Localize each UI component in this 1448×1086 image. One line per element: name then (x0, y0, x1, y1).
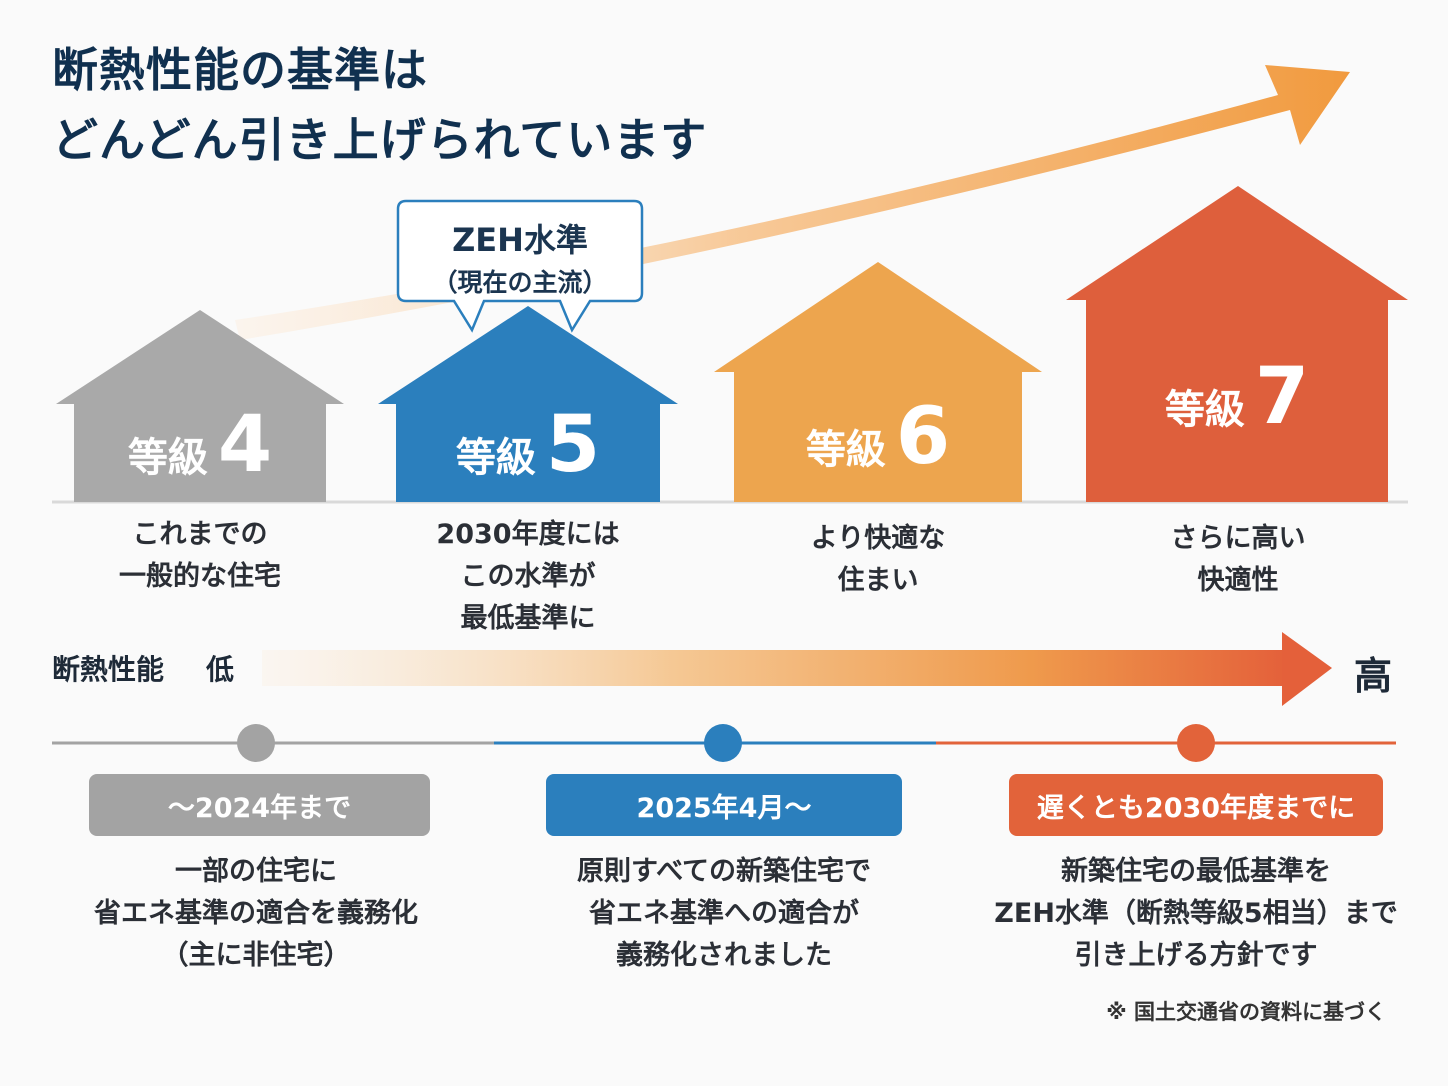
house-grade-6 (714, 262, 1042, 502)
page-title-line-1: 断熱性能の基準は (52, 43, 428, 97)
description-line: 原則すべての新築住宅で (576, 856, 872, 887)
house-grade-5 (378, 306, 678, 502)
scale-arrow (262, 632, 1332, 706)
scale-low: 低 (206, 653, 235, 686)
grade-word: 等級 (127, 435, 208, 481)
callout-bubble-shape (396, 199, 644, 333)
period-1-description: 一部の住宅に 省エネ基準の適合を義務化 （主に非住宅） (56, 851, 456, 977)
grade-4-label: 等級 4 (74, 400, 326, 490)
grade-5-label: 等級 5 (396, 400, 660, 490)
period-pill-until-2024: 〜2024年まで (89, 774, 430, 836)
house-grade-7 (1066, 186, 1408, 502)
description-line: 快適性 (1197, 565, 1279, 596)
timeline-dot-2 (704, 724, 742, 762)
grade-7-label: 等級 7 (1086, 352, 1388, 442)
grade-6-label: 等級 6 (734, 392, 1022, 482)
description-line: これまでの (132, 519, 268, 550)
grade-4-description: これまでの 一般的な住宅 (60, 514, 340, 598)
description-line: （主に非住宅） (161, 940, 351, 971)
grade-number: 5 (545, 400, 601, 490)
grade-6-description: より快適な 住まい (738, 518, 1018, 602)
description-line: 引き上げる方針です (1074, 940, 1318, 971)
grade-word: 等級 (455, 435, 536, 481)
grade-number: 6 (895, 392, 951, 482)
description-line: 省エネ基準への適合が (589, 898, 859, 929)
scale-high: 高 (1354, 654, 1393, 698)
grade-number: 4 (217, 400, 273, 490)
grade-number: 7 (1254, 352, 1310, 442)
period-pill-by-2030: 遅くとも2030年度までに (1009, 774, 1383, 836)
description-line: 義務化されました (616, 940, 832, 971)
source-note: ※ 国土交通省の資料に基づく (1106, 1000, 1386, 1024)
zeh-callout-title: ZEH水準 (452, 221, 588, 259)
grade-word: 等級 (805, 427, 886, 473)
grade-5-description: 2030年度には この水準が 最低基準に (388, 514, 668, 640)
timeline-dot-1 (237, 724, 275, 762)
description-line: 住まい (837, 565, 919, 596)
house-grade-4 (56, 310, 344, 502)
period-2-description: 原則すべての新築住宅で 省エネ基準への適合が 義務化されました (524, 851, 924, 977)
description-line: 一部の住宅に (175, 856, 337, 887)
page-title-line-2: どんどん引き上げられています (52, 113, 708, 167)
rising-arrow (235, 65, 1350, 340)
description-line: 最低基準に (460, 603, 596, 634)
zeh-callout: ZEH水準 （現在の主流） (398, 201, 642, 301)
period-pill-from-2025: 2025年4月〜 (546, 774, 902, 836)
scale-title: 断熱性能 (52, 653, 165, 686)
grade-7-description: さらに高い 快適性 (1098, 518, 1378, 602)
grade-word: 等級 (1164, 387, 1245, 433)
description-line: 2030年度には (436, 519, 620, 550)
description-line: 一般的な住宅 (119, 561, 281, 592)
description-line: さらに高い (1170, 523, 1306, 554)
description-line: ZEH水準（断熱等級5相当）まで (994, 898, 1398, 929)
period-3-description: 新築住宅の最低基準を ZEH水準（断熱等級5相当）まで 引き上げる方針です (976, 851, 1416, 977)
description-line: この水準が (460, 561, 596, 592)
description-line: より快適な (810, 523, 946, 554)
timeline-dot-3 (1177, 724, 1215, 762)
zeh-callout-subtitle: （現在の主流） (432, 268, 608, 297)
description-line: 省エネ基準の適合を義務化 (94, 898, 418, 929)
description-line: 新築住宅の最低基準を (1061, 856, 1331, 887)
